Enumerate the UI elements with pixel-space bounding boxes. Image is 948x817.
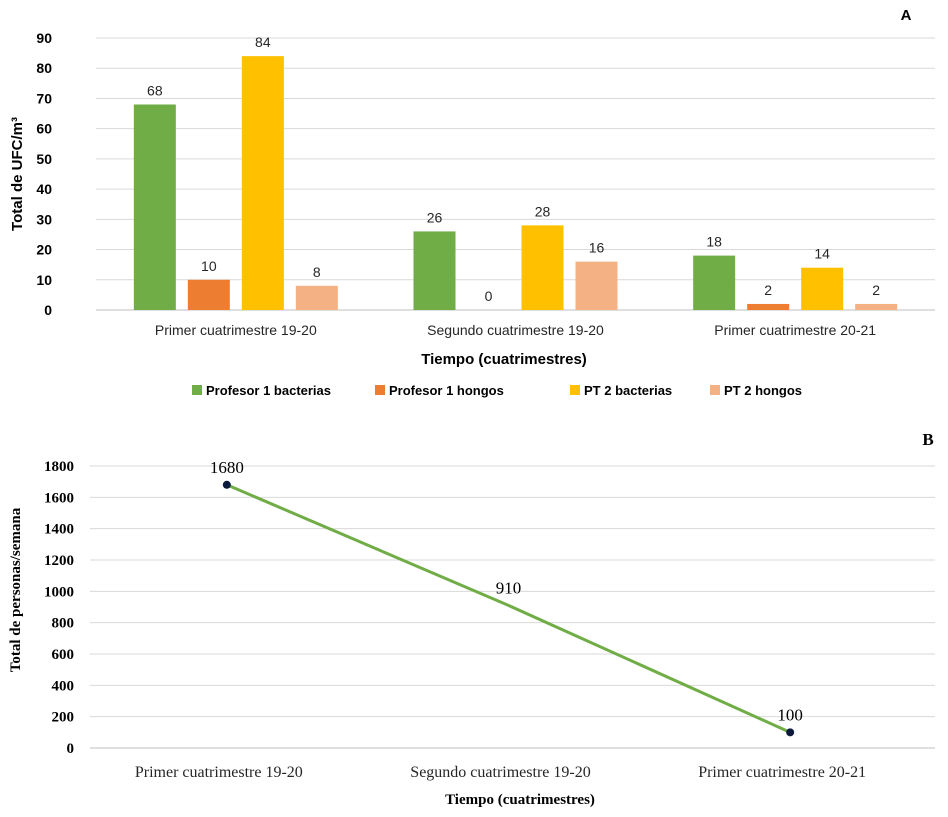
- bar-data-label: 8: [313, 264, 321, 280]
- bar-data-label: 84: [255, 34, 271, 50]
- y-tick-label-a: 80: [36, 60, 52, 76]
- y-tick-label-b: 1200: [44, 553, 74, 569]
- bar: [693, 255, 736, 310]
- bar: [413, 231, 456, 310]
- line-data-label: 1680: [210, 458, 244, 477]
- legend-swatch: [570, 385, 580, 395]
- bar: [855, 303, 898, 310]
- x-axis-label-b: Tiempo (cuatrimestres): [445, 792, 595, 808]
- x-tick-label-a: Primer cuatrimestre 20-21: [714, 322, 876, 338]
- bar: [241, 56, 284, 311]
- y-tick-label-a: 20: [36, 242, 52, 258]
- bar: [575, 261, 618, 310]
- y-tick-label-b: 1000: [44, 584, 74, 600]
- series-line: [226, 483, 791, 734]
- y-tick-label-b: 400: [52, 678, 75, 694]
- y-tick-label-a: 30: [36, 211, 52, 227]
- x-tick-label-a: Primer cuatrimestre 19-20: [155, 322, 317, 338]
- line-data-label: 910: [496, 578, 522, 597]
- bar-data-label: 14: [814, 246, 830, 262]
- legend-label: PT 2 bacterias: [584, 383, 672, 398]
- bar-data-label: 18: [706, 234, 722, 250]
- x-tick-label-a: Segundo cuatrimestre 19-20: [427, 322, 604, 338]
- legend-label: Profesor 1 bacterias: [206, 383, 331, 398]
- panel-label-a: A: [901, 7, 912, 24]
- bar-data-label: 2: [872, 282, 880, 298]
- bar: [801, 267, 844, 310]
- y-tick-label-a: 50: [36, 151, 52, 167]
- legend-swatch: [710, 385, 720, 395]
- data-point-marker: [222, 480, 231, 489]
- y-tick-label-a: 90: [36, 30, 52, 46]
- bar: [187, 279, 230, 310]
- bar: [521, 225, 564, 310]
- bar-data-label: 0: [485, 288, 493, 304]
- bar: [295, 285, 338, 310]
- x-tick-label-b: Segundo cuatrimestre 19-20: [410, 764, 590, 781]
- y-axis-label-a: Total de UFC/m³: [9, 117, 26, 231]
- bar-data-label: 68: [147, 82, 163, 98]
- y-tick-label-a: 40: [36, 181, 52, 197]
- y-tick-label-b: 600: [52, 647, 75, 663]
- line-data-label: 100: [777, 705, 803, 724]
- bar: [133, 104, 176, 310]
- y-tick-label-a: 10: [36, 272, 52, 288]
- y-tick-label-a: 0: [44, 302, 52, 318]
- data-point-marker: [786, 728, 795, 737]
- y-tick-label-b: 200: [52, 710, 75, 726]
- bar-data-label: 10: [201, 258, 217, 274]
- panel-label-b: B: [922, 430, 933, 449]
- bar-data-label: 2: [764, 282, 772, 298]
- x-tick-label-b: Primer cuatrimestre 20-21: [698, 764, 866, 781]
- bar-data-label: 26: [427, 209, 443, 225]
- y-tick-label-b: 1800: [44, 459, 74, 475]
- y-tick-label-b: 0: [67, 741, 75, 757]
- legend-swatch: [192, 385, 202, 395]
- y-tick-label-b: 1400: [44, 522, 74, 538]
- line-chart-panel-b: B 0 200 400 600 800 1000 1200 1400 1600 1800 1680…: [8, 430, 935, 808]
- y-tick-label-a: 70: [36, 90, 52, 106]
- bar-chart-panel-a: A 0 10 20 30 40 50 60 70 80 90 68 10 84 8 26 0 28 16 18 2 1…: [9, 7, 935, 398]
- legend-label: Profesor 1 hongos: [389, 383, 504, 398]
- legend-a: Profesor 1 bacterias Profesor 1 hongos PT …: [192, 383, 802, 398]
- bar-data-label: 16: [589, 240, 605, 256]
- x-tick-label-b: Primer cuatrimestre 19-20: [135, 764, 303, 781]
- y-tick-label-a: 60: [36, 121, 52, 137]
- y-tick-label-b: 1600: [44, 490, 74, 506]
- bar-data-label: 28: [535, 203, 551, 219]
- y-tick-label-b: 800: [52, 616, 75, 632]
- legend-label: PT 2 hongos: [724, 383, 802, 398]
- x-axis-label-a: Tiempo (cuatrimestres): [421, 351, 587, 368]
- bar: [747, 303, 790, 310]
- y-axis-label-b: Total de personas/semana: [8, 507, 24, 672]
- legend-swatch: [375, 385, 385, 395]
